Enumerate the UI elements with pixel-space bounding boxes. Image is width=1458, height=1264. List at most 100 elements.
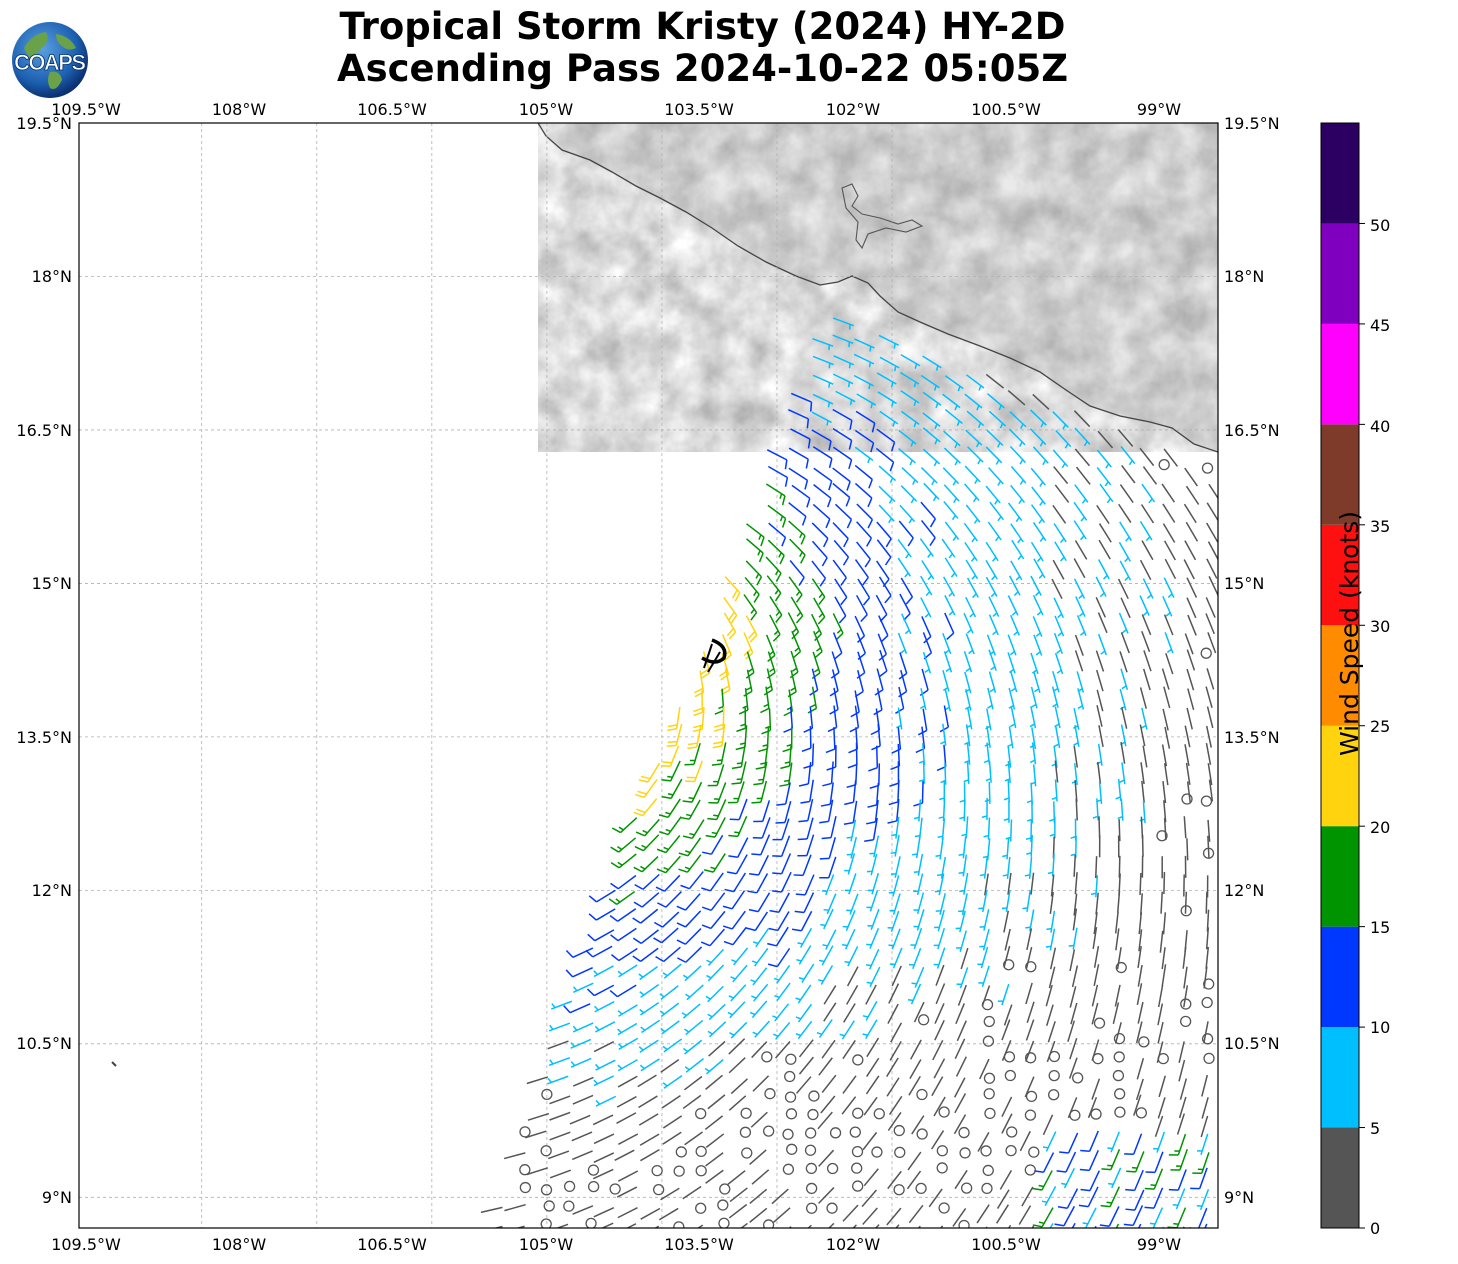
wind-barb	[803, 743, 815, 769]
wind-barb	[1094, 856, 1098, 879]
calm-wind-marker	[893, 1124, 905, 1137]
wind-barb	[1162, 503, 1176, 523]
wind-barb	[707, 1094, 726, 1110]
wind-barb	[813, 630, 823, 659]
wind-barb	[1009, 446, 1027, 465]
calm-wind-marker	[1114, 1088, 1126, 1100]
wind-barb	[849, 705, 860, 733]
wind-barb	[866, 948, 880, 970]
wind-barb	[983, 742, 991, 765]
wind-barb	[878, 485, 896, 504]
wind-barb	[1185, 521, 1199, 542]
wind-barb	[704, 1059, 724, 1075]
wind-barb	[1162, 523, 1176, 543]
wind-barb	[1208, 779, 1214, 802]
wind-barb	[921, 560, 935, 581]
wind-barb	[794, 892, 815, 914]
wind-barb	[863, 1168, 879, 1187]
wind-barb	[1157, 1021, 1164, 1044]
lon-label-top: 105°W	[519, 100, 574, 119]
wind-barb	[1007, 634, 1017, 656]
wind-barb	[1163, 872, 1166, 895]
wind-barb	[1139, 893, 1143, 916]
wind-barb	[798, 761, 812, 787]
wind-barb	[811, 411, 832, 426]
wind-barb	[640, 1019, 661, 1034]
wind-barb	[1067, 1020, 1076, 1042]
wind-barb	[931, 1076, 944, 1097]
wind-barb	[898, 447, 916, 466]
wind-barb	[1117, 578, 1129, 600]
wind-barb	[1068, 927, 1078, 950]
wind-barb	[790, 596, 804, 624]
wind-barb	[1184, 891, 1188, 914]
wind-barb	[1029, 428, 1047, 447]
wind-barb	[953, 1114, 967, 1135]
wind-barb	[610, 837, 637, 853]
wind-barb	[1003, 1004, 1013, 1026]
calm-wind-marker	[1113, 1032, 1126, 1045]
wind-barb	[1095, 650, 1105, 672]
wind-barb	[527, 1112, 550, 1121]
wind-barb	[1141, 780, 1145, 803]
calm-wind-marker	[585, 1217, 597, 1228]
colorbar-tick: 5	[1370, 1119, 1380, 1138]
wind-barb	[965, 504, 981, 524]
calm-wind-marker	[1201, 1033, 1214, 1045]
wind-barb	[875, 447, 895, 472]
wind-barb	[944, 409, 963, 427]
wind-barb	[819, 837, 837, 860]
wind-barb	[707, 799, 727, 821]
wind-barb	[891, 965, 902, 987]
wind-barb	[1026, 801, 1033, 824]
calm-wind-marker	[894, 1146, 906, 1159]
wind-barb	[1163, 763, 1169, 786]
wind-barb	[832, 428, 853, 450]
wind-barb	[788, 467, 809, 490]
wind-barb	[678, 837, 702, 857]
wind-barb	[702, 834, 724, 855]
lon-label-bottom: 105°W	[519, 1235, 574, 1254]
wind-barb	[705, 1152, 724, 1167]
wind-barb	[920, 501, 937, 528]
wind-barb	[922, 412, 941, 430]
calm-wind-marker	[695, 1165, 707, 1177]
calm-wind-marker	[804, 1144, 817, 1156]
wind-barb	[1117, 429, 1134, 447]
wind-barb	[1074, 634, 1084, 656]
wind-barb	[867, 782, 880, 808]
wind-barb	[571, 1150, 593, 1161]
wind-barb	[888, 875, 900, 897]
wind-barb	[1139, 520, 1153, 542]
wind-barb	[913, 909, 925, 931]
wind-barb	[913, 892, 925, 915]
wind-barb	[1135, 1021, 1143, 1044]
wind-barb	[855, 410, 876, 433]
wind-barb	[942, 393, 961, 411]
colorbar-tick: 25	[1370, 717, 1390, 736]
wind-barb	[854, 482, 873, 508]
wind-barb	[748, 892, 771, 913]
left-lat-labels: 19.5°N 18°N 16.5°N 15°N 13.5°N 12°N 10.5…	[16, 114, 72, 1207]
wind-barb	[922, 448, 941, 467]
wind-barb	[1157, 1097, 1166, 1119]
wind-barb	[1032, 594, 1044, 616]
wind-barb	[842, 910, 856, 931]
wind-barb	[1120, 446, 1136, 466]
wind-barb	[823, 1002, 837, 1022]
calm-wind-marker	[739, 1126, 752, 1138]
wind-barb	[640, 1148, 660, 1162]
wind-barb	[750, 1111, 768, 1128]
wind-barb	[826, 745, 837, 771]
wind-barb	[788, 447, 809, 469]
wind-barb	[1203, 966, 1208, 989]
wind-barb	[1049, 891, 1054, 914]
wind-barb	[1149, 1207, 1164, 1228]
wind-barb	[662, 1131, 682, 1145]
wind-barb	[588, 889, 616, 903]
wind-barb	[1137, 964, 1143, 987]
wind-barb	[731, 761, 747, 785]
wind-barb	[480, 1206, 503, 1214]
wind-barb	[1074, 427, 1091, 447]
wind-barb	[1074, 448, 1091, 467]
